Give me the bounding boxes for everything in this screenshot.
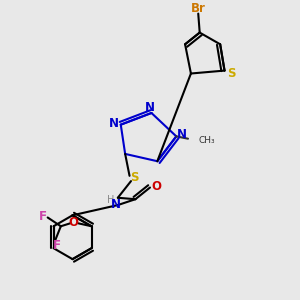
Text: CH₃: CH₃ (198, 136, 215, 145)
Text: O: O (152, 180, 161, 193)
Text: F: F (39, 209, 47, 223)
Text: Br: Br (191, 2, 206, 15)
Text: N: N (177, 128, 187, 141)
Text: F: F (52, 239, 60, 252)
Text: H: H (107, 195, 114, 205)
Text: N: N (110, 198, 121, 211)
Text: O: O (68, 216, 78, 229)
Text: N: N (145, 101, 155, 114)
Text: N: N (109, 117, 119, 130)
Text: S: S (228, 67, 236, 80)
Text: S: S (130, 171, 138, 184)
